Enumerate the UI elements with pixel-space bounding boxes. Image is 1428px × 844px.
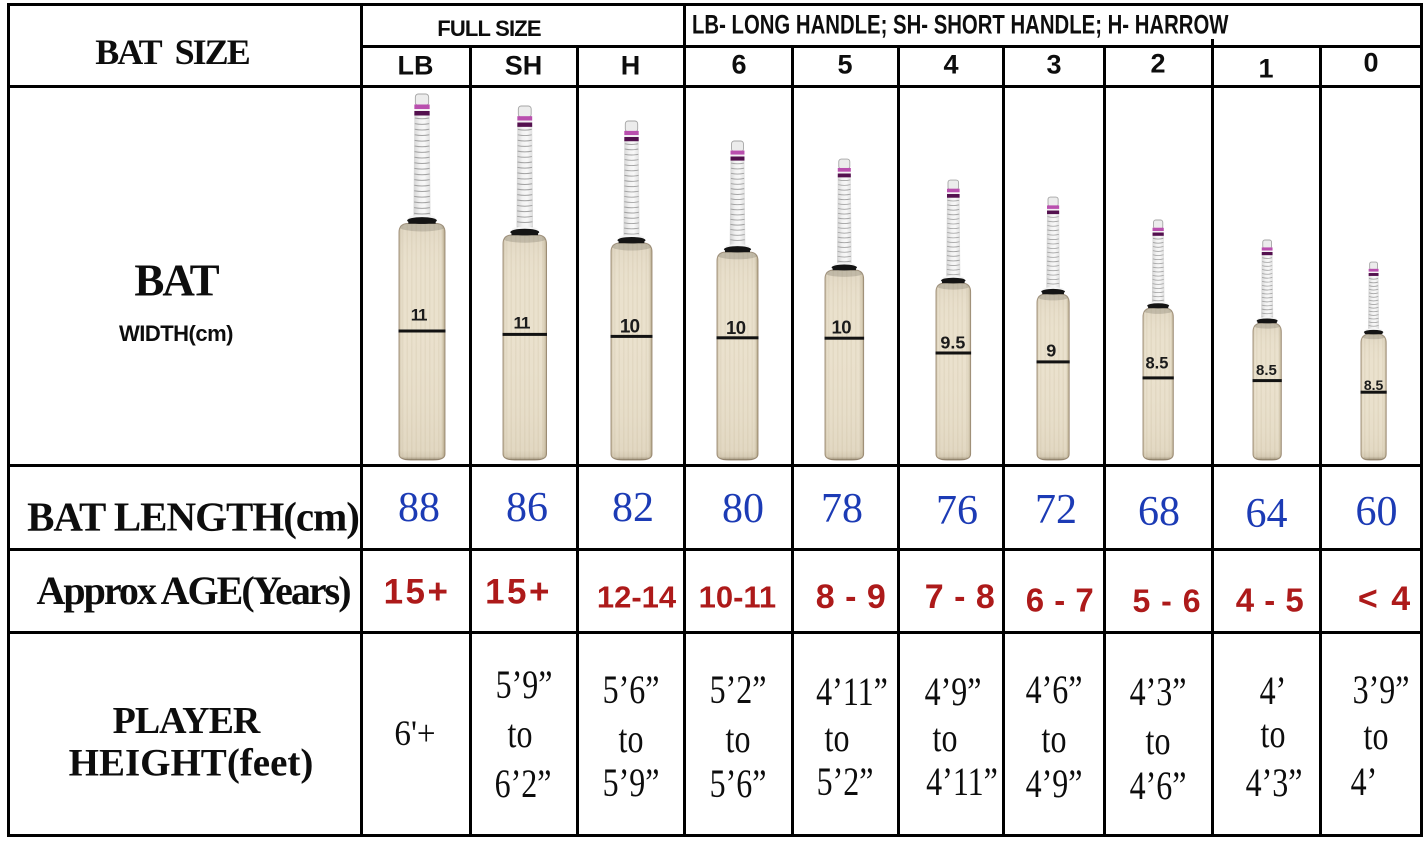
svg-text:10: 10 <box>620 317 640 338</box>
svg-text:9: 9 <box>1046 340 1056 360</box>
svg-text:8.5: 8.5 <box>1256 362 1277 379</box>
svg-text:9.5: 9.5 <box>941 332 966 352</box>
svg-text:11: 11 <box>411 305 427 324</box>
svg-text:8.5: 8.5 <box>1146 355 1169 373</box>
svg-text:10: 10 <box>726 317 746 338</box>
svg-text:10: 10 <box>831 316 851 337</box>
svg-text:11: 11 <box>514 313 531 332</box>
svg-text:8.5: 8.5 <box>1364 377 1384 393</box>
